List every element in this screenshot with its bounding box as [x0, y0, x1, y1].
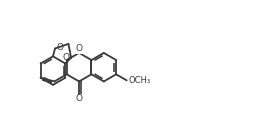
- Text: OCH₃: OCH₃: [128, 76, 150, 85]
- Text: O: O: [56, 43, 64, 52]
- Text: O: O: [76, 94, 83, 103]
- Text: O: O: [63, 53, 70, 62]
- Text: O: O: [76, 44, 83, 53]
